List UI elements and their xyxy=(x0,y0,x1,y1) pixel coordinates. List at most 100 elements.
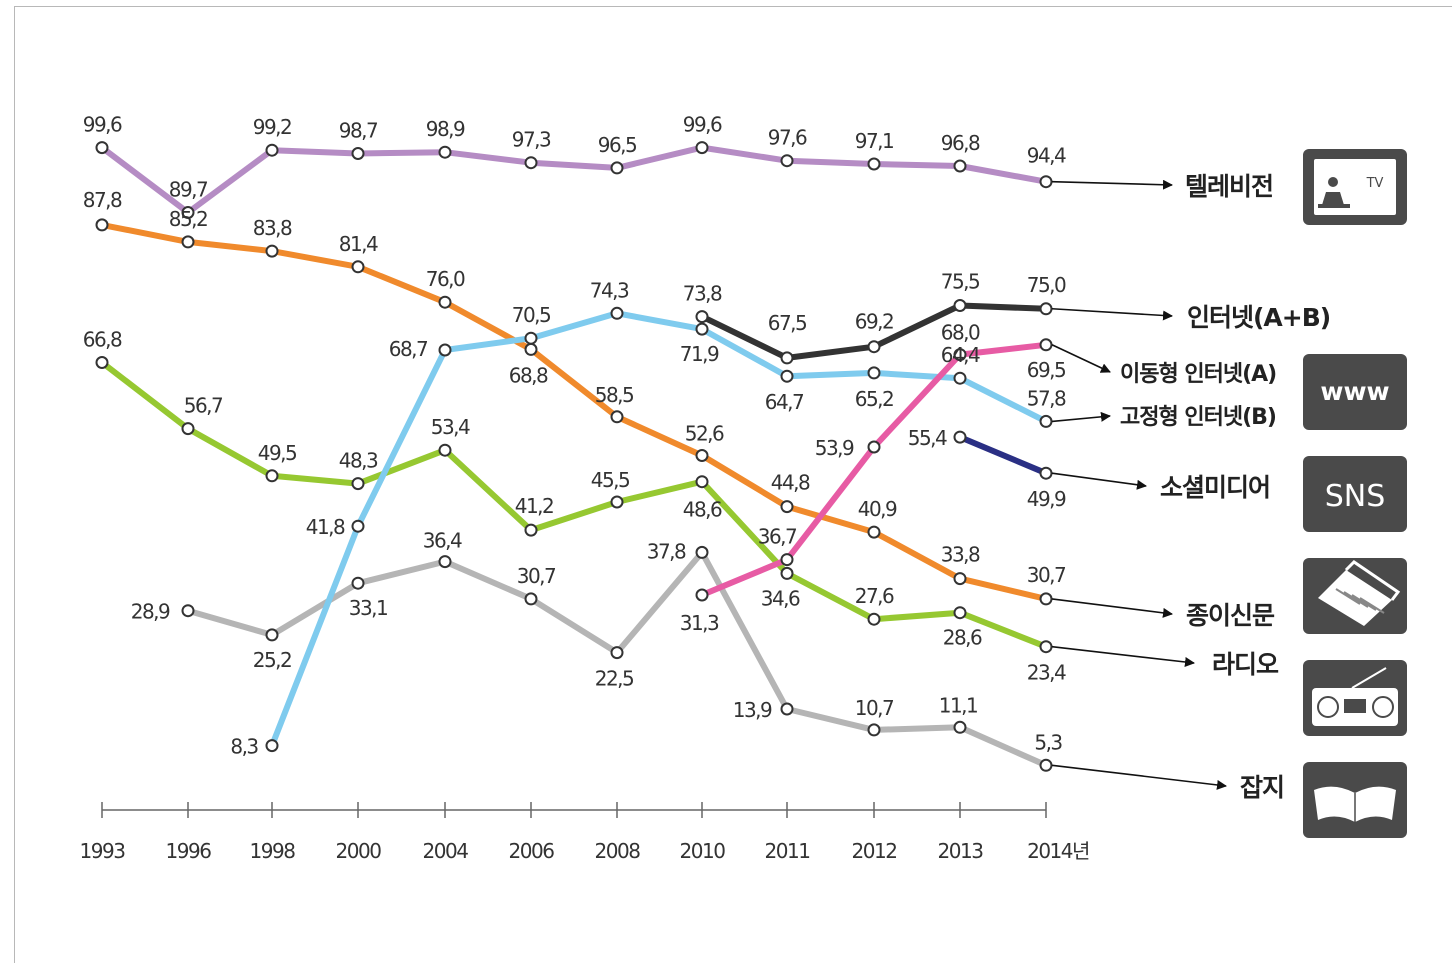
data-label-텔레비전: 97,3 xyxy=(512,128,551,152)
legend-arrow-인터넷-A-B xyxy=(1051,307,1173,321)
x-tick-label: 2004 xyxy=(423,839,469,863)
media-icons: TV www SNS xyxy=(1303,149,1407,838)
data-label-라디오: 49,5 xyxy=(258,441,297,465)
data-point-종이신문 xyxy=(610,410,624,424)
data-label-인터넷-A-B: 67,5 xyxy=(768,311,807,335)
legend-arrow-소셜미디어 xyxy=(1051,472,1147,490)
data-label-소셜미디어: 49,9 xyxy=(1027,487,1066,511)
data-point-라디오 xyxy=(953,606,967,620)
series-lines xyxy=(99,144,1049,769)
data-label-고정형-인터넷-B: 8,3 xyxy=(230,735,258,759)
data-label-텔레비전: 97,6 xyxy=(768,126,807,150)
data-point-텔레비전 xyxy=(780,154,794,168)
data-label-고정형-인터넷-B: 64,4 xyxy=(941,343,980,367)
data-label-잡지: 11,1 xyxy=(939,693,978,717)
x-tick-label: 1998 xyxy=(250,839,296,863)
data-point-인터넷-A-B xyxy=(695,310,709,324)
data-label-종이신문: 30,7 xyxy=(1027,563,1066,587)
data-point-인터넷-A-B xyxy=(780,351,794,365)
series-line-종이신문 xyxy=(99,221,1049,602)
data-label-라디오: 41,2 xyxy=(515,494,554,518)
data-point-라디오 xyxy=(351,477,365,491)
radio-icon xyxy=(1303,660,1407,736)
data-label-텔레비전: 96,8 xyxy=(941,131,980,155)
chart-frame xyxy=(14,6,1452,963)
data-label-고정형-인터넷-B: 70,5 xyxy=(512,303,551,327)
data-point-종이신문 xyxy=(181,235,195,249)
data-label-종이신문: 87,8 xyxy=(83,188,122,212)
x-tick-label: 2012 xyxy=(852,839,897,863)
data-label-인터넷-A-B: 75,0 xyxy=(1027,273,1066,297)
data-point-고정형-인터넷-B xyxy=(867,366,881,380)
value-labels: 28,9 25,2 33,1 36,4 30,7 22,5 37,8 13,9 10,7 11,1… xyxy=(83,113,1068,759)
data-label-고정형-인터넷-B: 71,9 xyxy=(680,342,719,366)
data-point-종이신문 xyxy=(265,244,279,258)
data-point-소셜미디어 xyxy=(1039,466,1053,480)
data-label-인터넷-A-B: 69,2 xyxy=(855,310,894,334)
data-point-라디오 xyxy=(695,475,709,489)
data-point-라디오 xyxy=(1039,640,1053,654)
data-label-소셜미디어: 55,4 xyxy=(908,426,947,450)
data-label-고정형-인터넷-B: 65,2 xyxy=(855,387,894,411)
data-label-텔레비전: 96,5 xyxy=(598,133,637,157)
data-point-라디오 xyxy=(524,523,538,537)
data-label-이동형-인터넷-A: 31,3 xyxy=(680,611,719,635)
data-point-텔레비전 xyxy=(695,141,709,155)
data-point-잡지 xyxy=(780,702,794,716)
legend-label-고정형-인터넷-B: 고정형 인터넷(B) xyxy=(1120,405,1276,430)
newspaper-icon xyxy=(1303,558,1407,634)
data-point-텔레비전 xyxy=(953,159,967,173)
data-point-종이신문 xyxy=(953,572,967,586)
data-label-잡지: 10,7 xyxy=(855,696,894,720)
data-point-잡지 xyxy=(524,592,538,606)
data-label-텔레비전: 98,9 xyxy=(426,117,465,141)
data-label-종이신문: 81,4 xyxy=(339,232,378,256)
x-tick-label: 2010 xyxy=(680,839,726,863)
data-label-라디오: 66,8 xyxy=(83,327,122,351)
data-point-이동형-인터넷-A xyxy=(780,553,794,567)
data-point-텔레비전 xyxy=(265,143,279,157)
data-label-이동형-인터넷-A: 69,5 xyxy=(1027,358,1066,382)
data-label-라디오: 23,4 xyxy=(1027,661,1066,685)
data-point-이동형-인터넷-A xyxy=(867,440,881,454)
data-point-텔레비전 xyxy=(438,145,452,159)
series-line-고정형-인터넷-B xyxy=(269,310,1049,749)
data-point-라디오 xyxy=(780,566,794,580)
data-label-잡지: 5,3 xyxy=(1034,730,1062,754)
data-label-잡지: 25,2 xyxy=(253,648,292,672)
data-label-텔레비전: 94,4 xyxy=(1027,144,1066,168)
data-label-종이신문: 52,6 xyxy=(685,421,724,445)
data-label-라디오: 28,6 xyxy=(943,626,982,650)
data-point-텔레비전 xyxy=(95,141,109,155)
data-point-이동형-인터넷-A xyxy=(1039,338,1053,352)
x-tick-label: 2013 xyxy=(938,839,984,863)
data-label-종이신문: 83,8 xyxy=(253,216,292,240)
data-label-종이신문: 85,2 xyxy=(169,207,208,231)
data-label-라디오: 53,4 xyxy=(431,415,470,439)
data-point-고정형-인터넷-B xyxy=(695,322,709,336)
x-tick-label: 2006 xyxy=(509,839,555,863)
data-point-잡지 xyxy=(265,628,279,642)
data-point-종이신문 xyxy=(351,260,365,274)
data-point-텔레비전 xyxy=(524,156,538,170)
data-label-텔레비전: 99,2 xyxy=(253,115,292,139)
data-label-종이신문: 40,9 xyxy=(858,497,897,521)
x-tick-label: 1993 xyxy=(80,839,126,863)
data-point-텔레비전 xyxy=(181,206,195,219)
data-label-라디오: 48,6 xyxy=(683,498,722,522)
data-point-종이신문 xyxy=(695,449,709,462)
data-point-텔레비전 xyxy=(610,161,624,175)
data-label-고정형-인터넷-B: 57,8 xyxy=(1027,386,1066,410)
www-icon: www xyxy=(1303,354,1407,430)
data-point-라디오 xyxy=(867,612,881,626)
sns-icon: SNS xyxy=(1303,456,1407,532)
legend-arrow-라디오 xyxy=(1051,645,1195,667)
data-point-고정형-인터넷-B xyxy=(351,519,365,533)
data-point-잡지 xyxy=(867,723,881,737)
magazine-icon xyxy=(1303,762,1407,838)
www-icon-text: www xyxy=(1320,377,1389,406)
data-label-잡지: 30,7 xyxy=(517,564,556,588)
series-line-소셜미디어 xyxy=(957,434,1049,477)
data-label-종이신문: 44,8 xyxy=(771,471,810,495)
